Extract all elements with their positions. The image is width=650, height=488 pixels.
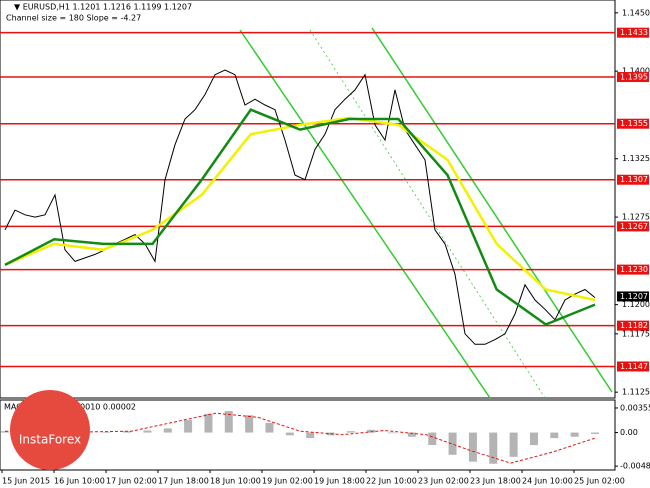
x-tick-label: 17 Jun 02:00 [106, 477, 157, 486]
bar [367, 429, 376, 433]
chart-title: ▼ EURUSD,H1 1.1201 1.1216 1.1199 1.1207 [14, 3, 192, 12]
bar [468, 432, 477, 462]
level-box [617, 27, 649, 38]
bar [509, 432, 518, 457]
bar [591, 432, 599, 434]
price-line [4, 116, 596, 302]
bar [306, 432, 315, 439]
logo-badge [10, 390, 90, 470]
x-tick-label: 15 Jun 2015 [2, 477, 50, 486]
level-label: 1.1307 [620, 175, 648, 184]
bar [1, 431, 9, 433]
x-tick-label: 23 Jun 02:00 [418, 477, 469, 486]
x-tick-label: 16 Jun 10:00 [54, 477, 105, 486]
level-box [617, 72, 649, 83]
bar [387, 432, 396, 434]
level-box [617, 320, 649, 331]
level-label: 1.1433 [620, 28, 648, 37]
signal-line [4, 412, 596, 464]
bar [285, 432, 294, 436]
level-label: 1.1395 [620, 73, 648, 82]
chart-subtitle: Channel size = 180 Slope = -4.27 [6, 14, 141, 23]
level-label: 1.1355 [620, 119, 648, 128]
bar [407, 432, 416, 437]
x-tick-label: 17 Jun 18:00 [158, 477, 209, 486]
channel-line [239, 29, 491, 399]
bar [204, 413, 213, 433]
main-pane [0, 0, 616, 399]
y-tick-label: -0.00484 [620, 462, 650, 471]
y-tick-label: 1.1200 [622, 300, 650, 309]
bar [346, 431, 355, 433]
level-label: 1.1230 [620, 265, 648, 274]
level-label: 1.1267 [620, 222, 648, 231]
bar [550, 432, 559, 439]
level-box [617, 361, 649, 372]
level-box [617, 264, 649, 275]
x-tick-label: 18 Jun 10:00 [210, 477, 261, 486]
x-tick-label: 22 Jun 10:00 [366, 477, 417, 486]
bar [265, 422, 274, 433]
bar [123, 431, 132, 433]
y-tick-label: 1.1450 [622, 8, 650, 17]
bar [326, 432, 335, 436]
level-box [617, 118, 649, 129]
y-tick-label: 0.00355 [620, 403, 650, 412]
level-label: 1.1147 [620, 362, 648, 371]
x-tick-label: 19 Jun 18:00 [314, 477, 365, 486]
price-line [4, 108, 596, 326]
bar [102, 431, 111, 433]
logo-text: InstaForex [19, 433, 81, 447]
y-tick-label: 0.00 [620, 428, 638, 437]
bar [143, 430, 152, 433]
x-tick-label: 24 Jun 10:00 [522, 477, 573, 486]
price-label: 1.1207 [620, 292, 648, 301]
x-tick-label: 19 Jun 02:00 [262, 477, 313, 486]
bar [570, 432, 579, 437]
y-tick-label: 1.1400 [622, 67, 650, 76]
bar [489, 432, 498, 464]
bar [224, 411, 233, 433]
bar [163, 428, 172, 433]
bar [529, 432, 538, 446]
y-tick-label: 1.1175 [622, 329, 650, 338]
bar [428, 432, 437, 446]
bar [245, 415, 254, 433]
y-tick-label: 1.1125 [622, 388, 650, 397]
level-box [617, 221, 649, 232]
bar [184, 420, 193, 433]
bar [448, 432, 457, 455]
price-box [617, 291, 649, 302]
level-label: 1.1182 [620, 321, 648, 330]
y-tick-label: 1.1275 [622, 213, 650, 222]
x-tick-label: 23 Jun 18:00 [470, 477, 521, 486]
logo: InstaForex [10, 390, 90, 470]
x-tick-label: 25 Jun 02:00 [574, 477, 625, 486]
y-tick-label: 1.1325 [622, 154, 650, 163]
channel-line [371, 27, 613, 393]
level-box [617, 174, 649, 185]
